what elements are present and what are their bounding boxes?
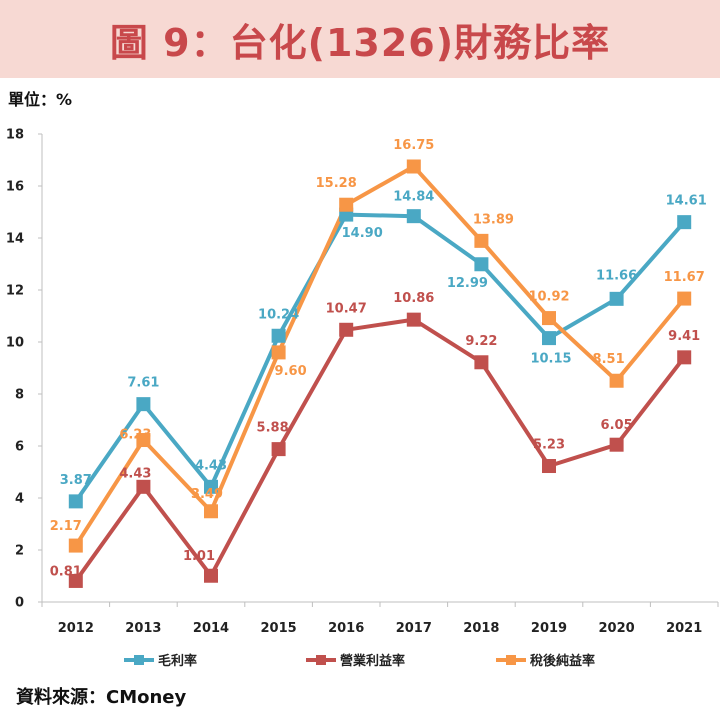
- data-label: 4.43: [119, 466, 151, 481]
- data-label: 5.88: [257, 421, 289, 436]
- y-tick-label: 0: [15, 596, 24, 611]
- data-point-marker: [609, 437, 624, 452]
- data-label: 4.43: [195, 458, 227, 473]
- data-label: 2.17: [50, 519, 82, 534]
- x-tick-label: 2012: [58, 621, 94, 636]
- unit-label: 單位：%: [8, 90, 73, 109]
- line-chart: 0 2 4 6 8 10 12 14 16 18 2012 2013 2014 2015 2016 2017 2…: [6, 128, 719, 669]
- data-label: 6.05: [601, 418, 633, 433]
- data-label: 3.49: [191, 487, 223, 502]
- data-label: 0.81: [50, 564, 82, 579]
- chart-axes: 0 2 4 6 8 10 12 14 16 18 2012 2013 2014 2015 2016 2017 2…: [6, 128, 719, 636]
- legend: 毛利率 營業利益率 稅後純益率: [124, 653, 595, 669]
- data-point-marker: [68, 538, 83, 553]
- data-label: 10.86: [393, 291, 434, 306]
- series-line-2: [74, 164, 686, 547]
- data-label: 7.61: [127, 376, 159, 391]
- x-tick-label: 2013: [125, 621, 161, 636]
- data-label: 8.51: [593, 352, 625, 367]
- y-tick-label: 12: [6, 284, 24, 299]
- data-point-marker: [677, 291, 692, 306]
- legend-marker-2: [506, 655, 516, 665]
- data-label: 14.61: [666, 194, 707, 209]
- data-label: 13.89: [473, 212, 514, 227]
- data-point-marker: [204, 568, 218, 583]
- y-tick-label: 14: [6, 232, 24, 247]
- x-tick-label: 2017: [396, 621, 432, 636]
- y-tick-label: 4: [15, 492, 24, 507]
- data-point-marker: [406, 159, 421, 174]
- chart-title: 圖 9：台化(1326)財務比率: [109, 20, 611, 65]
- data-label: 15.28: [316, 176, 357, 191]
- y-tick-label: 10: [6, 336, 24, 351]
- series-line-1: [74, 317, 686, 583]
- series-markers: [68, 159, 692, 588]
- data-label: 3.87: [60, 473, 92, 488]
- title-bar: 圖 9：台化(1326)財務比率: [0, 0, 720, 78]
- data-label: 11.66: [596, 268, 637, 283]
- data-point-marker: [406, 209, 421, 224]
- data-point-marker: [474, 233, 489, 248]
- legend-label-2: 稅後純益率: [530, 653, 595, 669]
- source-label: 資料來源：CMoney: [16, 687, 187, 708]
- data-point-marker: [609, 373, 624, 388]
- data-label: 14.84: [393, 190, 434, 205]
- data-label: 6.23: [119, 428, 151, 443]
- x-tick-label: 2020: [599, 621, 635, 636]
- data-label: 10.47: [326, 301, 367, 316]
- data-point-marker: [474, 257, 489, 272]
- data-point-marker: [406, 312, 421, 327]
- data-label: 9.60: [275, 364, 307, 379]
- x-tick-label: 2016: [328, 621, 364, 636]
- data-point-marker: [339, 322, 354, 337]
- data-point-marker: [204, 504, 218, 519]
- data-point-marker: [339, 197, 354, 212]
- legend-marker-0: [134, 655, 144, 665]
- y-tick-label: 2: [15, 544, 24, 559]
- data-label: 10.15: [530, 352, 571, 367]
- data-point-marker: [271, 345, 286, 360]
- data-labels: 3.87 7.61 4.43 10.24 14.90 14.84 12.99 10.15 11.…: [50, 138, 707, 579]
- y-tick-label: 18: [6, 128, 24, 143]
- data-point-marker: [136, 479, 151, 494]
- data-point-marker: [136, 433, 151, 448]
- data-point-marker: [68, 494, 83, 509]
- data-label: 11.67: [664, 270, 705, 285]
- x-tick-label: 2018: [463, 621, 499, 636]
- legend-label-1: 營業利益率: [340, 653, 405, 669]
- data-point-marker: [542, 331, 556, 346]
- legend-label-0: 毛利率: [158, 653, 197, 669]
- data-point-marker: [677, 350, 692, 365]
- x-tick-label: 2015: [261, 621, 297, 636]
- data-point-marker: [68, 573, 83, 588]
- data-label: 5.23: [533, 438, 565, 453]
- x-tick-label: 2014: [193, 621, 229, 636]
- data-point-marker: [271, 442, 286, 457]
- x-tick-label: 2019: [531, 621, 567, 636]
- data-point-marker: [542, 311, 556, 326]
- data-label: 16.75: [393, 138, 434, 153]
- data-label: 9.22: [465, 334, 497, 349]
- data-label: 10.24: [258, 307, 299, 322]
- data-label: 14.90: [342, 226, 383, 241]
- series-lines: [74, 164, 686, 583]
- y-tick-label: 6: [15, 440, 24, 455]
- data-point-marker: [271, 328, 286, 343]
- x-tick-label: 2021: [666, 621, 702, 636]
- data-label: 1.01: [183, 549, 215, 564]
- data-point-marker: [136, 397, 151, 412]
- series-line-0: [74, 212, 686, 503]
- data-point-marker: [542, 459, 556, 474]
- y-tick-label: 16: [6, 180, 24, 195]
- legend-marker-1: [316, 655, 326, 665]
- data-point-marker: [474, 355, 489, 370]
- data-point-marker: [204, 479, 218, 494]
- data-label: 12.99: [447, 276, 488, 291]
- data-label: 9.41: [668, 329, 700, 344]
- data-label: 10.92: [528, 290, 569, 305]
- y-tick-label: 8: [15, 388, 24, 403]
- data-point-marker: [677, 215, 692, 230]
- data-point-marker: [609, 291, 624, 306]
